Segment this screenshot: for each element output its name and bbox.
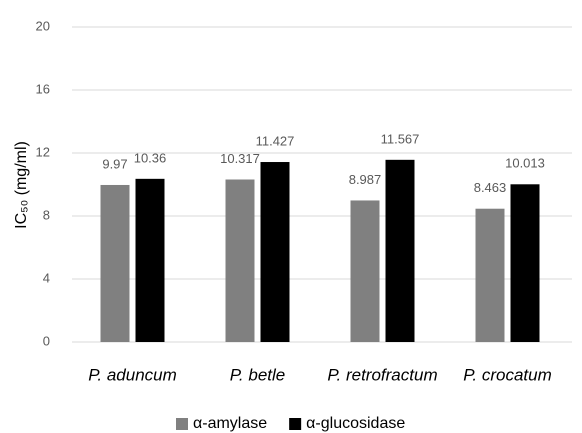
y-tick-label: 16 bbox=[36, 81, 50, 96]
y-tick-label: 0 bbox=[43, 333, 50, 348]
value-label: 8.463 bbox=[474, 180, 507, 195]
bar bbox=[510, 184, 540, 342]
bar bbox=[135, 178, 165, 342]
value-label: 10.317 bbox=[220, 151, 260, 166]
legend-swatch bbox=[176, 418, 188, 430]
legend-swatch bbox=[289, 418, 302, 430]
value-label: 9.97 bbox=[102, 156, 127, 171]
value-label: 8.987 bbox=[349, 172, 382, 187]
y-tick-label: 20 bbox=[36, 18, 50, 33]
bar bbox=[225, 179, 255, 342]
bar bbox=[100, 184, 130, 342]
x-tick-label: P. betle bbox=[230, 365, 285, 384]
x-tick-label: P. aduncum bbox=[88, 365, 177, 384]
value-label: 10.36 bbox=[134, 150, 167, 165]
bar bbox=[475, 208, 505, 342]
bar bbox=[385, 159, 415, 342]
bar bbox=[260, 162, 290, 342]
y-axis-label: IC₅₀ (mg/ml) bbox=[13, 141, 30, 229]
value-label: 10.013 bbox=[505, 156, 545, 171]
value-label: 11.427 bbox=[256, 133, 295, 148]
legend-label: α-glucosidase bbox=[306, 415, 405, 432]
legend-label: α-amylase bbox=[193, 415, 267, 432]
y-tick-label: 4 bbox=[43, 270, 50, 285]
y-tick-label: 8 bbox=[43, 207, 50, 222]
bar bbox=[350, 200, 380, 342]
x-tick-label: P. retrofractum bbox=[327, 365, 437, 384]
value-label: 11.567 bbox=[381, 131, 420, 146]
x-tick-label: P. crocatum bbox=[463, 365, 552, 384]
y-tick-label: 12 bbox=[36, 144, 50, 159]
